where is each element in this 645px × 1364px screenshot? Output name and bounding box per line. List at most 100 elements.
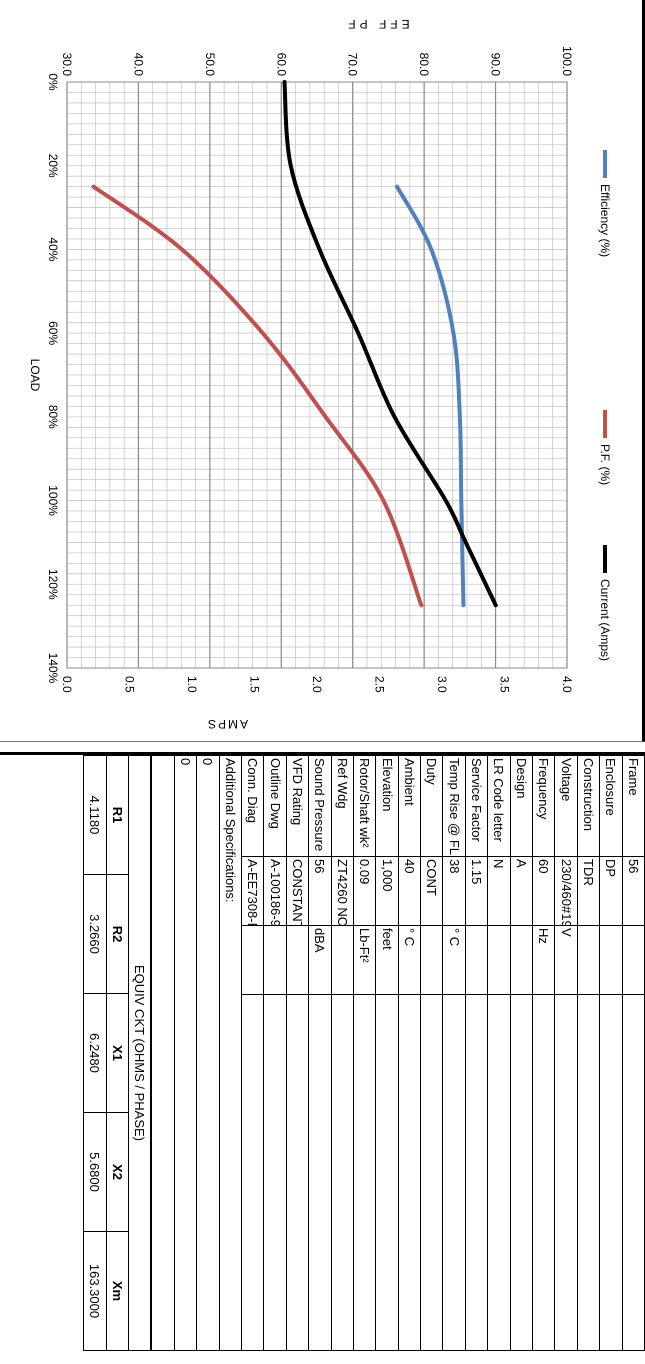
spec-label: Conn. Diag: [241, 755, 264, 857]
spec-label: Temp Rise @ FL: [442, 755, 466, 857]
spec-blank: [398, 994, 421, 1351]
spec-label: Enclosure: [599, 755, 623, 857]
series-current-line: [282, 80, 498, 608]
y-left-tick-label: 40.0: [131, 53, 145, 77]
y-right-axis-label: AMPS: [206, 717, 248, 731]
spec-blank: [599, 994, 623, 1351]
spec-blank: [577, 994, 600, 1351]
spec-row: Frame 56: [622, 755, 645, 1351]
spec-value: 56: [622, 856, 645, 926]
spec-label: Service Factor: [465, 755, 488, 857]
spec-label: Elevation: [375, 755, 399, 857]
spec-blank: [442, 994, 466, 1351]
spec-unit: [286, 925, 309, 995]
performance-chart: 0% 20% 40% 60% 80% 100% 120% 140% 30.0 40.0 50.0 60…: [28, 17, 612, 731]
y-right-tick-label: 0.5: [123, 676, 137, 693]
spec-row: Rotor/Shaft wk² 0.09 Lb-Ft²: [353, 755, 376, 1351]
y-left-tick-label: 60.0: [274, 53, 288, 77]
spec-value: 0.09: [353, 856, 376, 926]
value-r2: 3.2660: [83, 874, 107, 994]
value-x1: 6.2480: [83, 993, 107, 1113]
spec-label: Rotor/Shaft wk²: [353, 755, 376, 857]
equiv-ckt-title: EQUIV CKT (OHMS / PHASE): [128, 755, 151, 1351]
spec-value: 1,000: [375, 856, 399, 926]
spec-row: VFD Rating CONSTANT 2:1: [286, 755, 309, 1351]
additional-spec-text: 0: [196, 755, 220, 1351]
y-left-tick-label: 50.0: [203, 53, 217, 77]
y-left-tick-label: 90.0: [489, 53, 503, 77]
spec-blank: [353, 994, 376, 1351]
spec-row: Service Factor 1.15: [465, 755, 488, 1351]
spec-label: Design: [510, 755, 533, 857]
spec-value: ZT4260 NONE: [331, 856, 354, 926]
spec-blank: [308, 994, 332, 1351]
spec-unit: V: [554, 925, 578, 995]
equiv-ckt-header-row: R1 R2 X1 X2 Xm: [106, 755, 129, 1351]
value-r1: 4.1180: [83, 755, 107, 875]
spec-value: TDR: [577, 856, 600, 926]
x-tick-label: 140%: [46, 653, 60, 684]
legend-label: Efficiency (%): [598, 184, 612, 257]
y-right-tick-label: 1.0: [185, 676, 199, 693]
y-right-tick-label: 3.5: [498, 676, 512, 693]
additional-spec-text: 0: [174, 755, 197, 1351]
spec-label: Voltage: [554, 755, 578, 857]
spec-unit: Hz: [532, 925, 555, 995]
spec-row: Sound Pressure @ 1M 56 dBA: [308, 755, 332, 1351]
performance-chart-panel: 0% 20% 40% 60% 80% 100% 120% 140% 30.0 40.0 50.0 60…: [0, 0, 645, 742]
spec-row: Outline Dwg A-100186-956: [263, 755, 287, 1351]
spec-blank: [420, 994, 443, 1351]
spec-row: Design A: [510, 755, 533, 1351]
spec-table: Frame 56 Enclosure DP Construction TDR Voltage…: [151, 755, 645, 1351]
spec-blank: [487, 994, 511, 1351]
spec-value: 60: [532, 856, 555, 926]
spec-unit: [510, 925, 533, 995]
spec-row: Voltage 230/460#190/380 V: [554, 755, 578, 1351]
additional-spec-line: 0: [174, 755, 197, 1351]
spec-value: CONT: [420, 856, 443, 926]
legend-label: Current (Amps): [598, 579, 612, 661]
header-r2: R2: [106, 874, 129, 994]
spec-unit: [465, 925, 488, 995]
spec-unit: [622, 925, 645, 995]
spec-blank: [465, 994, 488, 1351]
spec-blank: [622, 994, 645, 1351]
spec-value: 40: [398, 856, 421, 926]
plot-area-border: [66, 81, 568, 669]
spec-value: 1.15: [465, 856, 488, 926]
spec-unit: dBA: [308, 925, 332, 995]
series-power-factor-line: [91, 184, 424, 608]
spec-label: Duty: [420, 755, 443, 857]
spec-row: Frequency 60 Hz: [532, 755, 555, 1351]
spec-label: VFD Rating: [286, 755, 309, 857]
blank-row: [151, 755, 175, 1351]
spec-unit: [241, 925, 264, 995]
y-left-axis-label: EFF PF: [344, 17, 409, 31]
value-x2: 5.6800: [83, 1112, 107, 1232]
spec-row: Construction TDR: [577, 755, 600, 1351]
header-x1: X1: [106, 993, 129, 1113]
spec-blank: [331, 994, 354, 1351]
spec-value: 230/460#190/380: [554, 856, 578, 926]
series-efficiency-line: [395, 184, 466, 608]
spec-label: Frame: [622, 755, 645, 857]
header-x2: X2: [106, 1112, 129, 1232]
additional-spec-row: Additional Specifications:: [219, 755, 242, 1351]
spec-unit: ° C: [398, 925, 421, 995]
spec-row: Duty CONT: [420, 755, 443, 1351]
spec-blank: [532, 994, 555, 1351]
spec-row: Elevation 1,000 feet: [375, 755, 399, 1351]
y-right-tick-label: 2.0: [310, 676, 324, 693]
x-tick-label: 0%: [46, 73, 60, 91]
motor-spec-panel: Frame 56 Enclosure DP Construction TDR Voltage…: [0, 752, 645, 1364]
spec-unit: Lb-Ft²: [353, 925, 376, 995]
spec-value: A: [510, 856, 533, 926]
spec-value: A-100186-956: [263, 856, 287, 926]
x-tick-label: 60%: [46, 321, 60, 345]
spec-row: Ref Wdg ZT4260 NONE: [331, 755, 354, 1351]
y-left-tick-label: 80.0: [417, 53, 431, 77]
spec-unit: [599, 925, 623, 995]
spec-blank: [286, 994, 309, 1351]
x-tick-label: 40%: [46, 237, 60, 261]
spec-value: 38: [442, 856, 466, 926]
